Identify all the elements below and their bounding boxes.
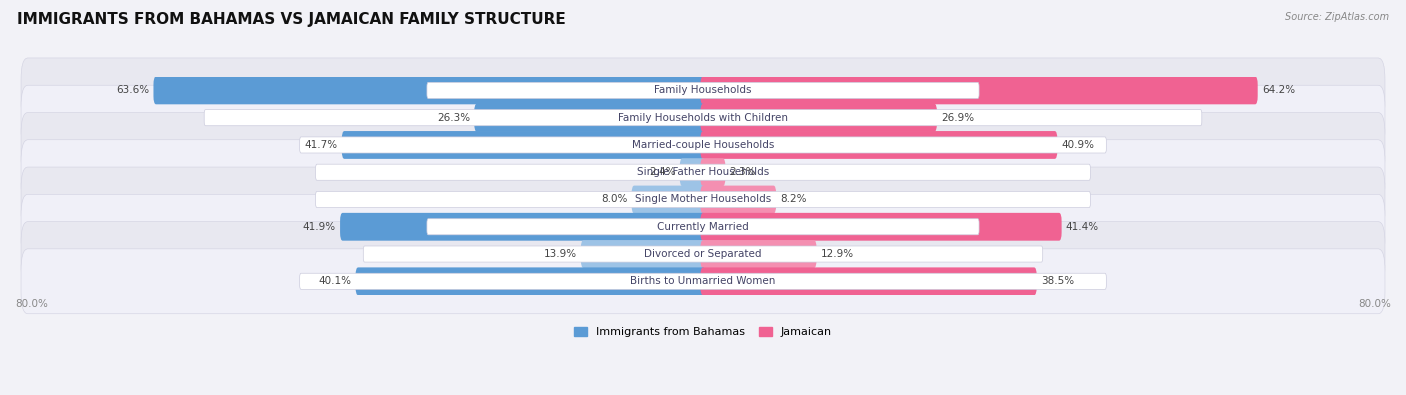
FancyBboxPatch shape [356,267,706,295]
FancyBboxPatch shape [700,104,936,132]
Text: 26.9%: 26.9% [941,113,974,123]
Text: IMMIGRANTS FROM BAHAMAS VS JAMAICAN FAMILY STRUCTURE: IMMIGRANTS FROM BAHAMAS VS JAMAICAN FAMI… [17,12,565,27]
FancyBboxPatch shape [363,246,1043,262]
Text: 2.3%: 2.3% [730,167,756,177]
Text: Births to Unmarried Women: Births to Unmarried Women [630,276,776,286]
FancyBboxPatch shape [700,158,725,186]
FancyBboxPatch shape [581,240,706,268]
FancyBboxPatch shape [21,140,1385,205]
Text: 2.4%: 2.4% [650,167,675,177]
FancyBboxPatch shape [700,186,776,213]
Text: Divorced or Separated: Divorced or Separated [644,249,762,259]
Text: Family Households: Family Households [654,85,752,96]
Text: 26.3%: 26.3% [437,113,470,123]
Text: Single Father Households: Single Father Households [637,167,769,177]
Text: Currently Married: Currently Married [657,222,749,232]
FancyBboxPatch shape [700,267,1036,295]
FancyBboxPatch shape [340,213,706,241]
FancyBboxPatch shape [427,219,979,235]
Text: 40.1%: 40.1% [318,276,352,286]
FancyBboxPatch shape [21,194,1385,259]
Text: 8.2%: 8.2% [780,194,807,205]
FancyBboxPatch shape [21,249,1385,314]
FancyBboxPatch shape [427,83,979,98]
FancyBboxPatch shape [299,137,1107,153]
FancyBboxPatch shape [204,110,1202,126]
Text: 63.6%: 63.6% [117,85,149,96]
Legend: Immigrants from Bahamas, Jamaican: Immigrants from Bahamas, Jamaican [574,327,832,337]
FancyBboxPatch shape [700,77,1258,104]
FancyBboxPatch shape [700,131,1057,159]
Text: Source: ZipAtlas.com: Source: ZipAtlas.com [1285,12,1389,22]
FancyBboxPatch shape [21,113,1385,177]
Text: Single Mother Households: Single Mother Households [636,194,770,205]
FancyBboxPatch shape [700,213,1062,241]
FancyBboxPatch shape [21,58,1385,123]
Text: 80.0%: 80.0% [15,299,48,309]
FancyBboxPatch shape [315,192,1091,207]
Text: Family Households with Children: Family Households with Children [619,113,787,123]
Text: 38.5%: 38.5% [1040,276,1074,286]
Text: Married-couple Households: Married-couple Households [631,140,775,150]
Text: 40.9%: 40.9% [1062,140,1095,150]
Text: 64.2%: 64.2% [1263,85,1295,96]
FancyBboxPatch shape [153,77,706,104]
Text: 80.0%: 80.0% [1358,299,1391,309]
FancyBboxPatch shape [342,131,706,159]
Text: 41.7%: 41.7% [304,140,337,150]
FancyBboxPatch shape [21,85,1385,150]
FancyBboxPatch shape [631,186,706,213]
FancyBboxPatch shape [21,167,1385,232]
FancyBboxPatch shape [315,164,1091,180]
Text: 41.4%: 41.4% [1066,222,1099,232]
Text: 12.9%: 12.9% [821,249,853,259]
Text: 8.0%: 8.0% [600,194,627,205]
FancyBboxPatch shape [700,240,817,268]
FancyBboxPatch shape [299,273,1107,290]
Text: 41.9%: 41.9% [302,222,336,232]
Text: 13.9%: 13.9% [544,249,576,259]
FancyBboxPatch shape [679,158,706,186]
FancyBboxPatch shape [474,104,706,132]
FancyBboxPatch shape [21,222,1385,286]
